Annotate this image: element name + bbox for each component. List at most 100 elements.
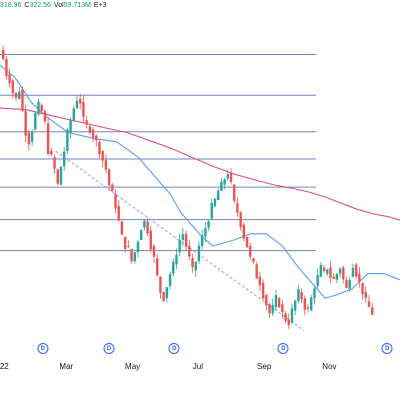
candle-body	[316, 274, 319, 286]
candle-body	[249, 246, 252, 257]
candle-body	[216, 190, 220, 201]
candle-body	[290, 308, 294, 323]
x-axis: 22 Mar May Jul Sep Nov	[0, 360, 400, 376]
candle-body	[159, 276, 162, 293]
candle-body	[252, 258, 255, 262]
candle-body	[332, 276, 335, 279]
candle-body	[342, 267, 345, 280]
candle-body	[178, 239, 181, 253]
candle-body	[236, 203, 239, 213]
candle-body	[184, 233, 188, 247]
candle-body	[207, 221, 210, 228]
symbol-fragment: E+3	[93, 2, 107, 9]
candle-body	[21, 89, 24, 111]
candle-body	[268, 304, 271, 314]
candle-body	[82, 101, 85, 118]
candle-body	[281, 304, 284, 312]
candle-body	[56, 169, 59, 184]
candle-body	[354, 264, 358, 277]
candle-body	[127, 246, 130, 248]
candle-body	[117, 206, 120, 221]
candle-body	[24, 111, 27, 136]
candle-body	[181, 234, 185, 240]
candle-body	[213, 198, 217, 207]
x-tick-label: Jul	[192, 362, 203, 371]
candle-body	[358, 273, 361, 282]
candle-body	[233, 184, 236, 201]
candle-body	[194, 261, 197, 271]
candle-body	[310, 297, 313, 311]
dividend-marker[interactable]: D	[168, 343, 180, 354]
candle-body	[277, 298, 281, 308]
candle-body	[91, 129, 95, 138]
volume-readout: Vol59.713M	[54, 0, 91, 12]
candle-body	[306, 307, 310, 309]
candle-body	[175, 254, 178, 265]
volume-value: 59.713M	[63, 2, 91, 9]
candle-body	[104, 160, 108, 170]
candle-body	[40, 105, 43, 111]
candle-body	[69, 120, 72, 133]
trendline	[55, 150, 305, 331]
candle-body	[50, 151, 53, 155]
x-tick-label: Nov	[322, 362, 337, 371]
candle-body	[34, 113, 37, 130]
candle-body	[370, 307, 374, 315]
candle-body	[284, 313, 287, 322]
candle-body	[120, 221, 124, 235]
candle-body	[204, 228, 207, 237]
candle-body	[303, 298, 307, 310]
close-value: 322.56	[29, 2, 51, 9]
candle-body	[8, 74, 11, 84]
candle-body	[152, 246, 156, 257]
x-tick-label: May	[125, 362, 141, 371]
moving-average-line	[0, 64, 400, 299]
trendline-layer	[55, 150, 305, 331]
price-plot[interactable]	[0, 0, 400, 340]
candle-body	[335, 273, 339, 280]
candle-body	[239, 212, 242, 228]
candle-body	[95, 135, 98, 141]
candle-body	[114, 193, 117, 209]
candle-body	[165, 287, 169, 299]
candle-body	[293, 300, 297, 311]
candle-body	[5, 59, 8, 77]
candle-body	[11, 80, 15, 94]
candle-body	[326, 269, 329, 274]
candle-body	[223, 179, 226, 185]
candle-body	[245, 236, 249, 248]
candle-body	[27, 132, 31, 145]
candle-body	[329, 267, 332, 278]
dividend-marker[interactable]: D	[381, 343, 393, 354]
candle-body	[364, 292, 367, 298]
close-readout: C322.56	[24, 0, 50, 12]
candle-body	[313, 288, 316, 299]
candle-body	[261, 282, 265, 299]
candle-body	[146, 221, 149, 234]
dividend-marker[interactable]: D	[37, 343, 49, 354]
candle-body	[123, 236, 127, 249]
dividend-marker[interactable]: D	[103, 343, 115, 354]
candle-body	[46, 123, 50, 154]
candle-body	[66, 129, 69, 152]
candle-body	[172, 261, 175, 274]
moving-averages	[0, 64, 400, 299]
candle-body	[88, 126, 92, 133]
dividend-marker[interactable]: D	[277, 343, 289, 354]
candle-body	[361, 282, 364, 295]
candle-body	[111, 184, 114, 192]
candle-body	[75, 100, 79, 109]
candle-body	[107, 169, 111, 185]
candle-body	[14, 92, 18, 98]
candle-body	[348, 280, 351, 289]
candlesticks	[2, 46, 374, 330]
candle-body	[220, 181, 223, 191]
candle-body	[258, 276, 262, 286]
candle-body	[319, 265, 323, 277]
candle-body	[197, 245, 201, 262]
candle-body	[255, 264, 258, 279]
high-value: 318.96	[0, 2, 22, 9]
candle-body	[2, 49, 5, 60]
candle-body	[43, 111, 47, 122]
